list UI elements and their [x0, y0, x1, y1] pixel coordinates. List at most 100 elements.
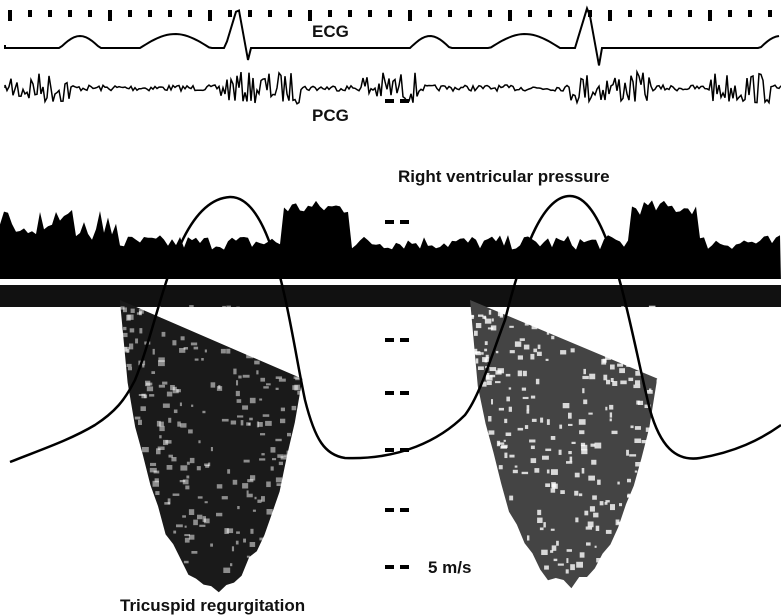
tr-envelope: [470, 299, 658, 589]
speckle: [559, 424, 563, 429]
speckle: [230, 563, 233, 567]
speckle: [505, 373, 511, 377]
speckle: [581, 449, 588, 455]
speckle: [158, 360, 165, 367]
speckle: [184, 525, 187, 528]
timing-mark: [188, 10, 192, 17]
ecg-trace: [4, 5, 780, 66]
speckle: [159, 421, 164, 427]
speckle: [551, 545, 557, 551]
speckle: [642, 325, 647, 331]
speckle: [605, 354, 612, 360]
speckle: [648, 305, 656, 309]
speckle: [601, 350, 608, 354]
speckle: [130, 308, 135, 313]
speckle: [182, 479, 189, 485]
speckle: [505, 432, 512, 437]
speckle: [265, 420, 272, 426]
speckle: [578, 419, 586, 425]
timing-mark: [308, 10, 312, 21]
speckle: [222, 305, 226, 312]
speckle: [272, 458, 277, 461]
speckle: [574, 472, 580, 478]
speckle: [302, 332, 306, 337]
speckle: [498, 407, 504, 411]
speckle: [236, 306, 240, 312]
speckle: [597, 479, 601, 485]
speckle: [237, 506, 240, 510]
speckle: [509, 350, 515, 354]
speckle: [527, 535, 530, 541]
scale-dash: [385, 99, 394, 103]
speckle: [645, 321, 651, 327]
speckle: [551, 482, 556, 488]
speckle: [508, 387, 512, 390]
speckle: [511, 309, 518, 316]
speckle: [259, 458, 266, 461]
speckle: [256, 421, 259, 428]
speckle: [582, 335, 586, 341]
speckle: [524, 425, 529, 429]
speckle: [275, 323, 283, 327]
speckle: [628, 377, 634, 382]
speckle: [261, 453, 265, 456]
speckle: [615, 519, 620, 526]
speckle: [558, 449, 562, 455]
scale-dash: [385, 565, 394, 569]
scale-dash: [400, 220, 409, 224]
speckle: [224, 528, 229, 535]
speckle: [167, 498, 171, 505]
speckle: [280, 456, 288, 460]
speckle: [641, 440, 649, 444]
scale-label: 5 m/s: [428, 558, 471, 577]
speckle: [537, 517, 543, 524]
speckle: [568, 451, 572, 455]
speckle: [172, 389, 179, 394]
speckle: [266, 312, 269, 315]
speckle: [553, 558, 558, 562]
speckle: [498, 465, 503, 470]
speckle: [190, 342, 198, 346]
speckle: [594, 545, 597, 548]
speckle: [560, 490, 565, 494]
speckle: [637, 400, 644, 405]
speckle: [162, 381, 168, 385]
speckle: [168, 417, 172, 423]
timing-mark: [288, 10, 292, 17]
speckle: [183, 560, 189, 564]
speckle: [210, 382, 216, 388]
speckle: [634, 438, 642, 444]
speckle: [223, 567, 231, 574]
speckle: [588, 475, 595, 481]
speckle: [151, 371, 156, 375]
speckle: [633, 364, 637, 368]
speckle: [564, 335, 568, 338]
speckle: [544, 565, 549, 570]
speckle: [475, 323, 482, 329]
speckle: [162, 403, 170, 408]
speckle: [204, 463, 210, 467]
speckle: [184, 534, 190, 537]
speckle: [188, 509, 195, 516]
speckle: [530, 458, 537, 464]
speckle: [226, 528, 234, 534]
speckle: [604, 502, 608, 505]
speckle: [605, 406, 608, 411]
speckle: [578, 493, 583, 497]
timing-mark: [488, 10, 492, 17]
speckle: [589, 373, 596, 380]
timing-mark: [168, 10, 172, 17]
timing-mark: [268, 10, 272, 17]
speckle: [180, 312, 185, 317]
speckle: [610, 378, 614, 383]
speckle: [186, 475, 190, 479]
speckle: [235, 540, 239, 545]
speckle: [551, 335, 555, 340]
speckle: [152, 348, 155, 355]
speckle: [537, 509, 542, 516]
speckle: [496, 440, 501, 447]
timing-mark: [708, 10, 712, 21]
speckle: [611, 332, 617, 335]
timing-mark: [648, 10, 652, 17]
